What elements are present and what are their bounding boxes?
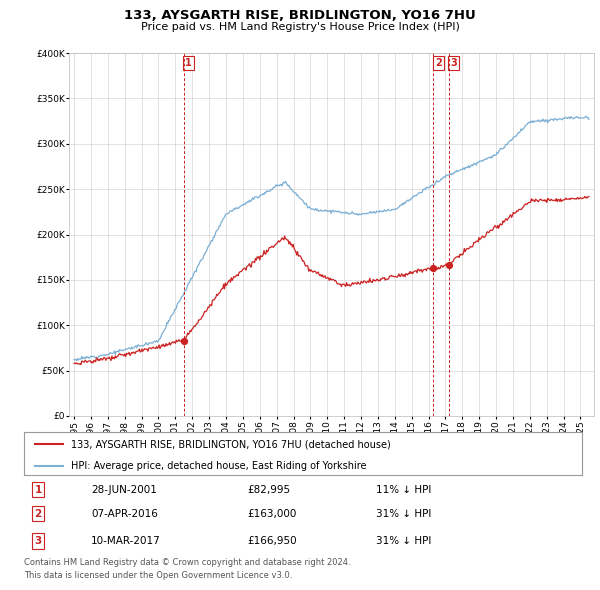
Text: This data is licensed under the Open Government Licence v3.0.: This data is licensed under the Open Gov… [24,571,292,579]
Text: Contains HM Land Registry data © Crown copyright and database right 2024.: Contains HM Land Registry data © Crown c… [24,558,350,566]
Text: 11% ↓ HPI: 11% ↓ HPI [376,485,431,495]
Text: 1: 1 [34,485,41,495]
Text: 07-APR-2016: 07-APR-2016 [91,509,158,519]
Text: 1: 1 [185,58,192,68]
Text: 3: 3 [451,58,457,68]
Text: Price paid vs. HM Land Registry's House Price Index (HPI): Price paid vs. HM Land Registry's House … [140,22,460,32]
Text: HPI: Average price, detached house, East Riding of Yorkshire: HPI: Average price, detached house, East… [71,461,367,471]
Text: 31% ↓ HPI: 31% ↓ HPI [376,536,431,546]
Text: 2: 2 [34,509,41,519]
Text: 28-JUN-2001: 28-JUN-2001 [91,485,157,495]
Point [444,260,454,269]
Text: £163,000: £163,000 [247,509,296,519]
Text: 31% ↓ HPI: 31% ↓ HPI [376,509,431,519]
Point [428,263,438,273]
Text: 133, AYSGARTH RISE, BRIDLINGTON, YO16 7HU: 133, AYSGARTH RISE, BRIDLINGTON, YO16 7H… [124,9,476,22]
Text: 3: 3 [34,536,41,546]
Text: £82,995: £82,995 [247,485,290,495]
Text: 133, AYSGARTH RISE, BRIDLINGTON, YO16 7HU (detached house): 133, AYSGARTH RISE, BRIDLINGTON, YO16 7H… [71,440,391,450]
Text: 2: 2 [435,58,442,68]
Text: £166,950: £166,950 [247,536,297,546]
Text: 10-MAR-2017: 10-MAR-2017 [91,536,161,546]
Point [179,336,188,345]
